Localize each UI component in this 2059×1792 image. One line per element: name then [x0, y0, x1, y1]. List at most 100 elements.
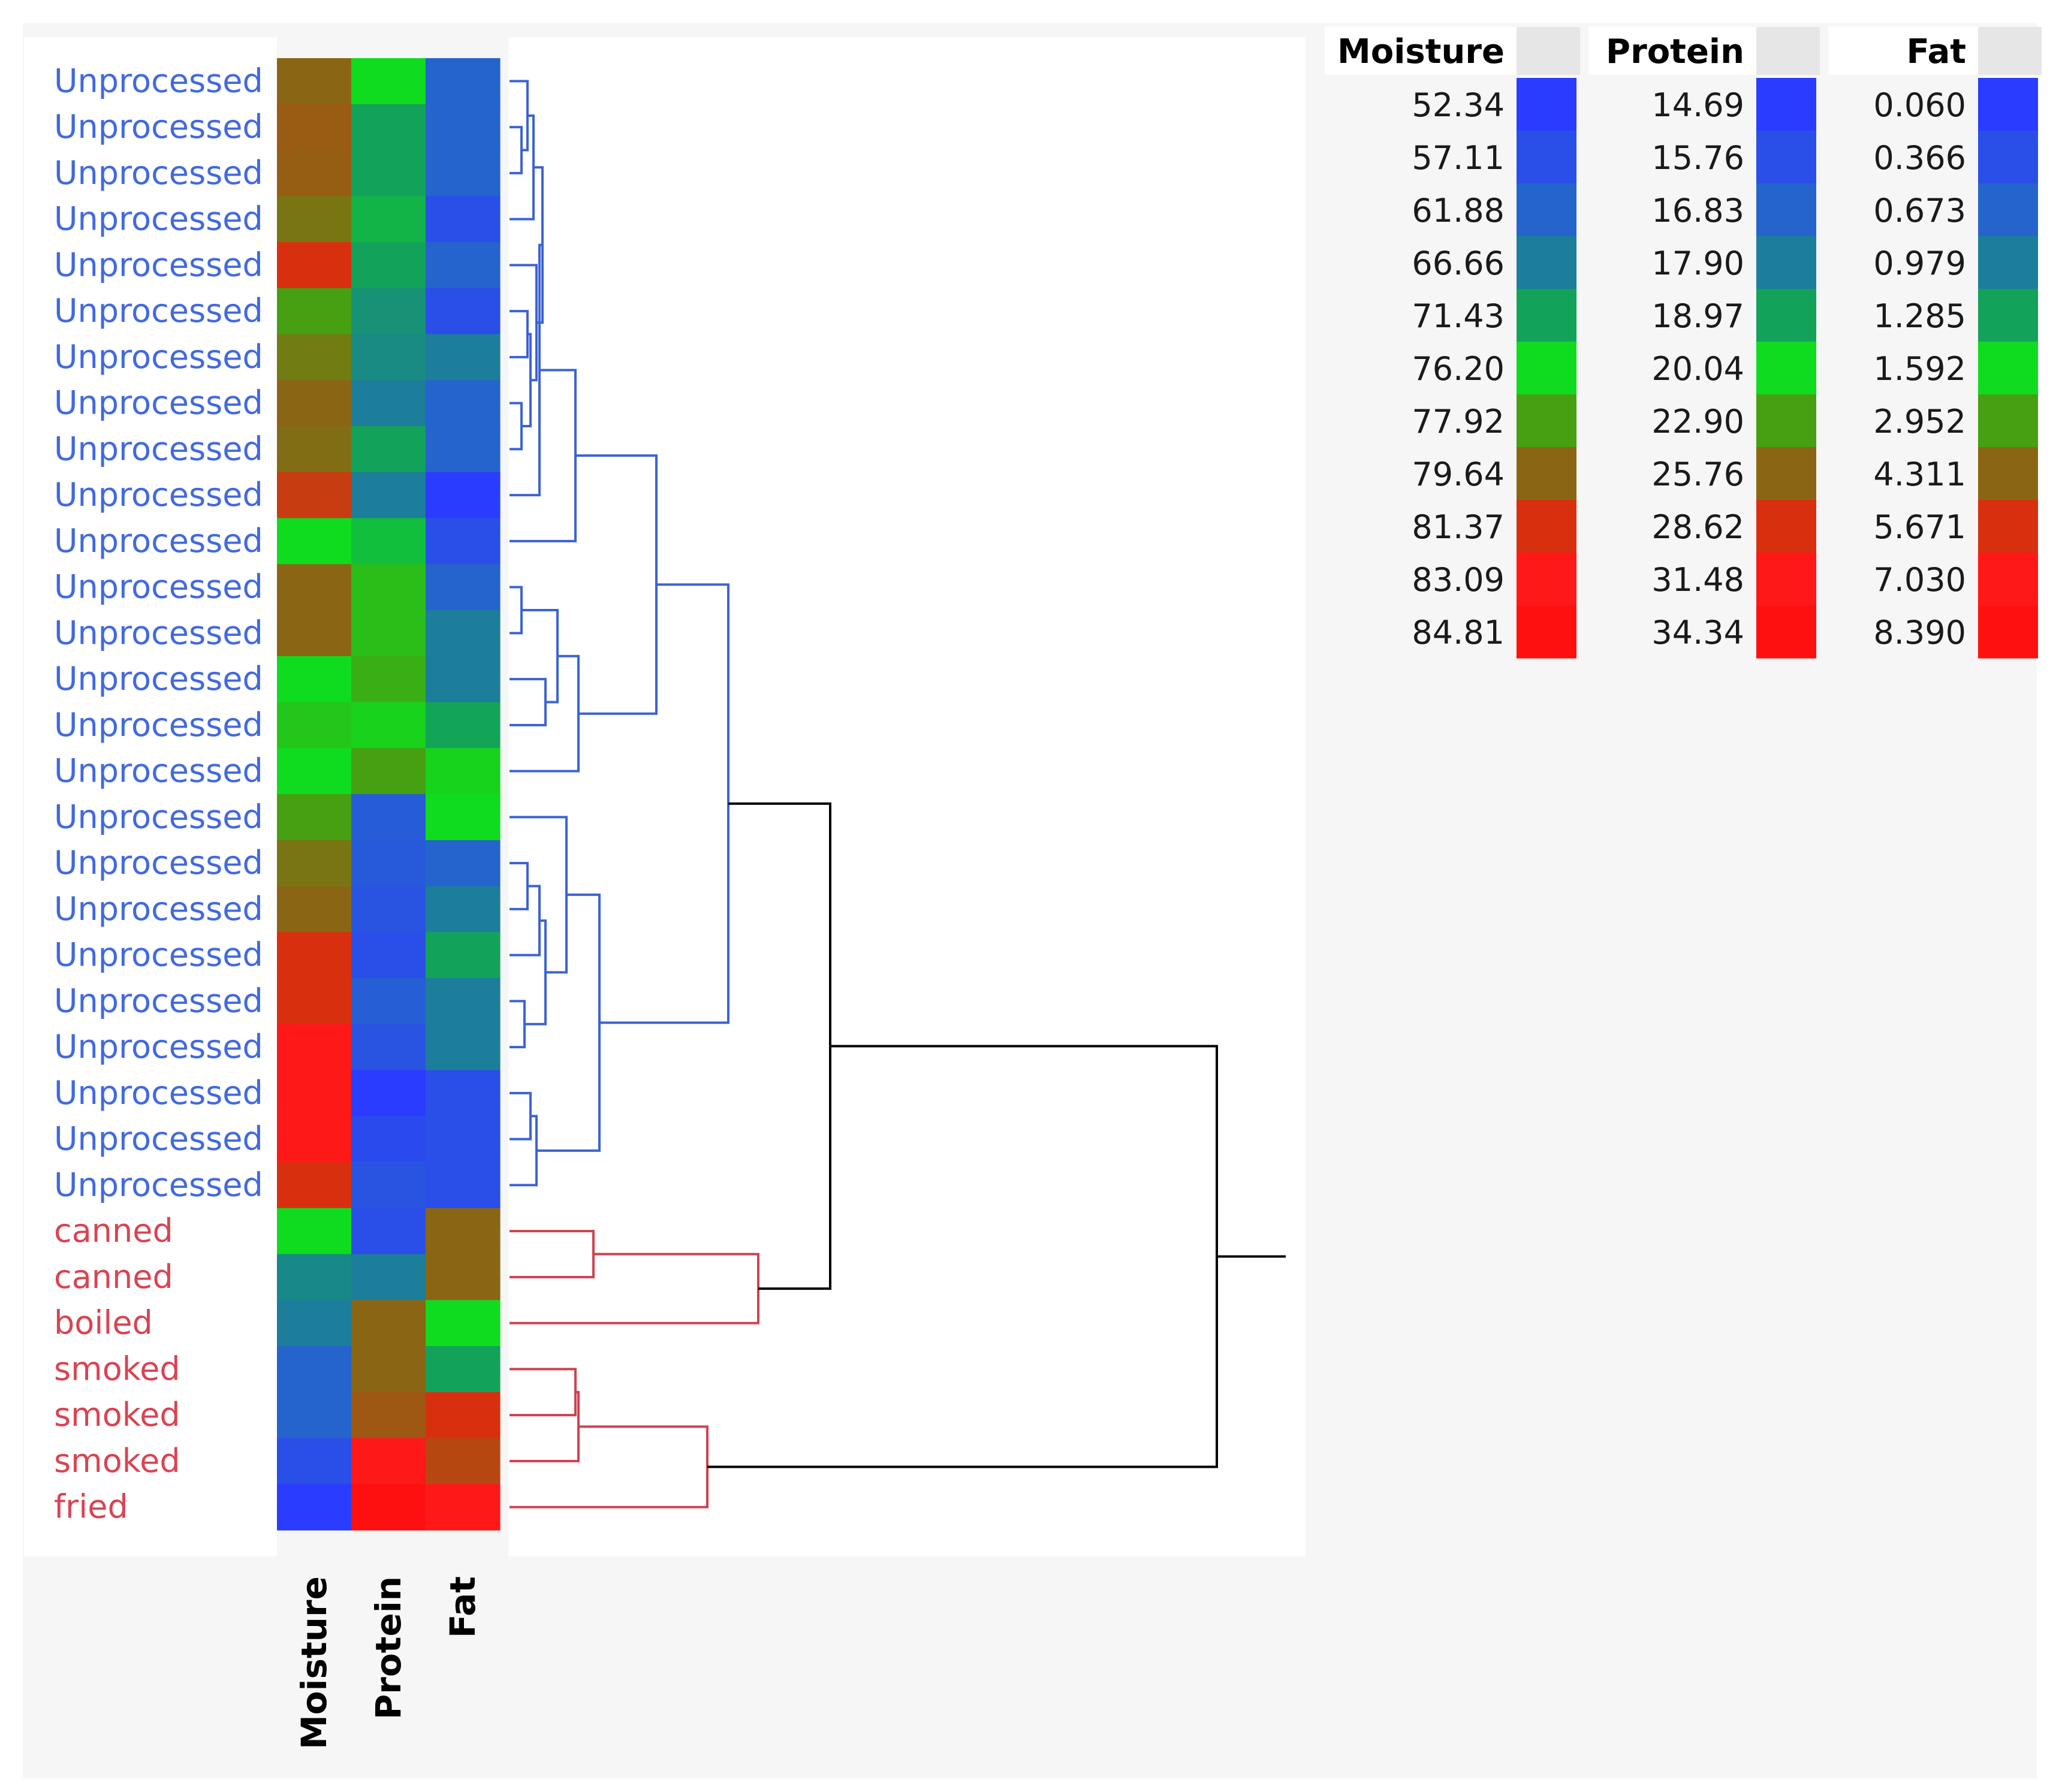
- heatmap-cell: [351, 1070, 426, 1117]
- legend-value-label: 2.952: [1873, 403, 1966, 441]
- legend-color-swatch: [1517, 131, 1576, 184]
- row-label: boiled: [54, 1304, 153, 1342]
- legend-color-swatch: [1517, 605, 1576, 659]
- heatmap-cell: [351, 196, 426, 243]
- heatmap-cell: [277, 748, 352, 795]
- legend-value-label: 31.48: [1651, 561, 1744, 599]
- heatmap-cell: [277, 1024, 352, 1071]
- row-label: Unprocessed: [54, 936, 263, 974]
- heatmap-cell: [351, 932, 426, 979]
- heatmap-cell: [277, 58, 352, 105]
- row-label: Unprocessed: [54, 844, 263, 882]
- heatmap-cell: [426, 1070, 501, 1117]
- heatmap-cell: [426, 932, 501, 979]
- legend-color-swatch: [1517, 447, 1576, 500]
- heatmap-cell: [351, 1208, 426, 1255]
- heatmap-cell: [277, 794, 352, 841]
- legend-value-label: 34.34: [1651, 614, 1744, 651]
- legend-color-swatch: [1978, 131, 2038, 184]
- legend-value-label: 71.43: [1412, 297, 1505, 335]
- heatmap-cell: [351, 840, 426, 887]
- row-label: Unprocessed: [54, 62, 263, 99]
- heatmap-cell: [426, 794, 501, 841]
- heatmap-cell: [277, 380, 352, 427]
- row-label: fried: [54, 1488, 128, 1526]
- row-label: smoked: [54, 1396, 180, 1434]
- heatmap-cell: [277, 242, 352, 289]
- heatmap-cell: [351, 794, 426, 841]
- row-label: canned: [54, 1258, 173, 1296]
- legend-color-swatch: [1756, 131, 1816, 184]
- heatmap-cell: [277, 564, 352, 611]
- legend-value-label: 77.92: [1412, 403, 1505, 441]
- legend-value-label: 84.81: [1412, 614, 1505, 651]
- legend-header-swatch-cell: [1978, 27, 2042, 75]
- legend-value-label: 76.20: [1412, 350, 1505, 388]
- legend-value-label: 8.390: [1873, 614, 1966, 651]
- legend-value-label: 14.69: [1651, 86, 1744, 124]
- legend-value-label: 0.979: [1873, 245, 1966, 282]
- heatmap-cell: [351, 58, 426, 105]
- heatmap-cell: [277, 150, 352, 197]
- heatmap-cell: [277, 1392, 352, 1439]
- legend-color-swatch: [1978, 78, 2038, 131]
- row-label: Unprocessed: [54, 1074, 263, 1112]
- heatmap-cell: [426, 196, 501, 243]
- heatmap-cell: [351, 150, 426, 197]
- legend-header-cell: [1325, 27, 1517, 75]
- heatmap-cell: [351, 656, 426, 703]
- legend-value-label: 5.671: [1873, 508, 1966, 546]
- heatmap-cell: [277, 702, 352, 749]
- heatmap-cell: [426, 104, 501, 151]
- legend-color-swatch: [1517, 78, 1576, 131]
- legend-color-swatch: [1756, 605, 1816, 659]
- row-label: Unprocessed: [54, 614, 263, 651]
- legend-value-label: 20.04: [1651, 350, 1744, 388]
- legend-value-label: 1.592: [1873, 350, 1966, 388]
- heatmap-cell: [277, 656, 352, 703]
- row-label: Unprocessed: [54, 522, 263, 560]
- row-label: Unprocessed: [54, 568, 263, 606]
- legend-color-swatch: [1978, 289, 2038, 342]
- heatmap-cell: [277, 932, 352, 979]
- heatmap-cell: [277, 978, 352, 1025]
- heatmap-cell: [277, 840, 352, 887]
- heatmap-cell: [426, 334, 501, 381]
- heatmap-cell: [351, 288, 426, 335]
- heatmap-cell: [351, 334, 426, 381]
- heatmap-cell: [351, 242, 426, 289]
- legend-value-label: 61.88: [1412, 192, 1505, 230]
- heatmap-cell: [426, 1254, 501, 1301]
- row-label: Unprocessed: [54, 154, 263, 192]
- legend-color-swatch: [1978, 447, 2038, 500]
- row-label: Unprocessed: [54, 1166, 263, 1203]
- legend-value-label: 0.673: [1873, 192, 1966, 230]
- legend-value-label: 0.060: [1873, 86, 1966, 124]
- heatmap-cell: [277, 104, 352, 151]
- heatmap-cell: [351, 518, 426, 565]
- legend-value-label: 1.285: [1873, 297, 1966, 335]
- legend-column-header: Moisture: [1337, 32, 1505, 71]
- heatmap-cell: [351, 748, 426, 795]
- heatmap-cell: [277, 288, 352, 335]
- legend-value-label: 18.97: [1651, 297, 1744, 335]
- row-label: canned: [54, 1212, 173, 1250]
- legend-color-swatch: [1756, 553, 1816, 606]
- legend-value-label: 17.90: [1651, 245, 1744, 282]
- heatmap-cell: [277, 1484, 352, 1531]
- heatmap-cell: [277, 886, 352, 933]
- legend-color-swatch: [1517, 183, 1576, 237]
- heatmap-cell: [277, 426, 352, 473]
- heatmap-cell: [277, 1116, 352, 1163]
- heatmap-cell: [351, 380, 426, 427]
- heatmap-cell: [351, 1254, 426, 1301]
- heatmap-cell: [426, 1116, 501, 1163]
- heatmap-cell: [426, 426, 501, 473]
- dendrogram-panel: [508, 37, 1306, 1556]
- heatmap-cell: [426, 840, 501, 887]
- legend-header-cell: [1828, 27, 1978, 75]
- row-label: Unprocessed: [54, 338, 263, 376]
- legend-color-swatch: [1978, 394, 2038, 448]
- heatmap-cell: [351, 1024, 426, 1071]
